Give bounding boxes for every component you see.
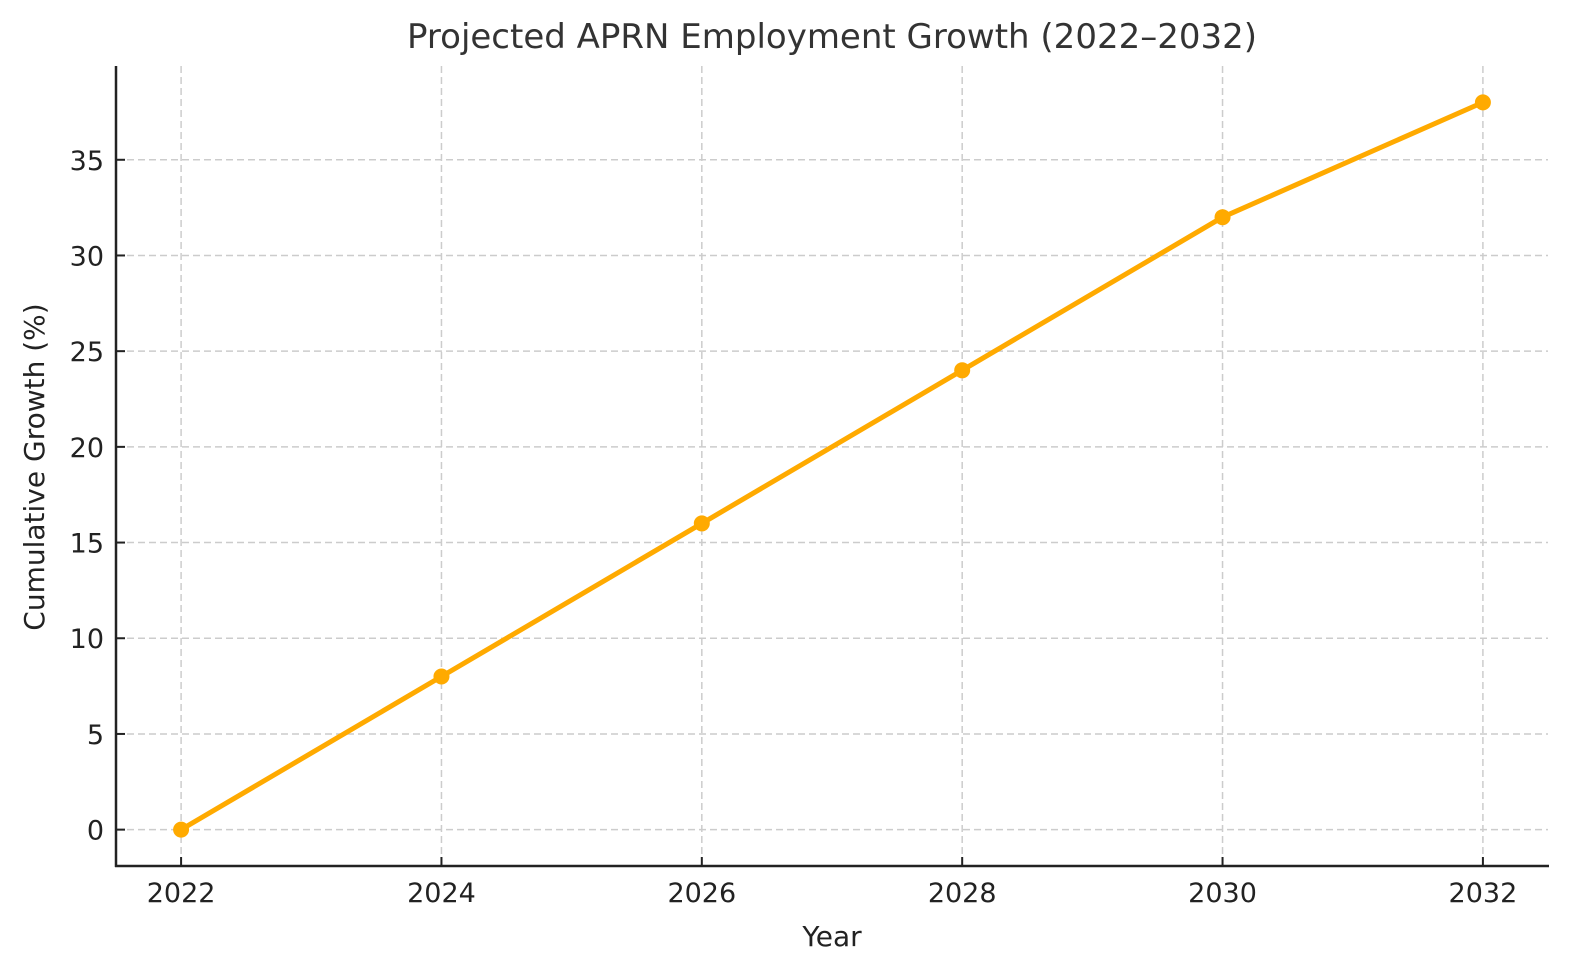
- data-point-marker: [433, 668, 450, 685]
- x-tick-label: 2026: [667, 878, 736, 909]
- x-tick-label: 2030: [1188, 878, 1257, 909]
- data-point-marker: [693, 515, 710, 532]
- data-point-marker: [954, 362, 971, 379]
- y-axis-label: Cumulative Growth (%): [18, 303, 51, 630]
- series-line: [179, 100, 1484, 832]
- y-tick-label: 35: [70, 146, 104, 177]
- x-tick-label: 2022: [147, 878, 216, 909]
- y-tick-labels: 0 5 10 15 20 25 30 35: [70, 146, 104, 847]
- axis-ticks: [116, 158, 1484, 866]
- grid-lines: [116, 66, 1548, 866]
- x-tick-label: 2024: [407, 878, 476, 909]
- data-point-marker: [1214, 209, 1231, 226]
- x-tick-label: 2032: [1449, 878, 1518, 909]
- y-tick-label: 15: [70, 529, 104, 560]
- data-point-marker: [1474, 94, 1491, 111]
- y-tick-label: 30: [70, 241, 104, 272]
- data-series: [173, 94, 1491, 838]
- x-tick-label: 2028: [928, 878, 997, 909]
- y-tick-label: 10: [70, 624, 104, 655]
- x-axis-label: Year: [801, 920, 862, 953]
- x-tick-labels: 2022 2024 2026 2028 2030 2032: [147, 878, 1518, 909]
- chart-title: Projected APRN Employment Growth (2022–2…: [407, 17, 1257, 57]
- data-point-marker: [173, 821, 190, 838]
- y-tick-label: 25: [70, 337, 104, 368]
- y-tick-label: 5: [87, 720, 104, 751]
- y-tick-label: 0: [87, 816, 104, 847]
- y-tick-label: 20: [70, 433, 104, 464]
